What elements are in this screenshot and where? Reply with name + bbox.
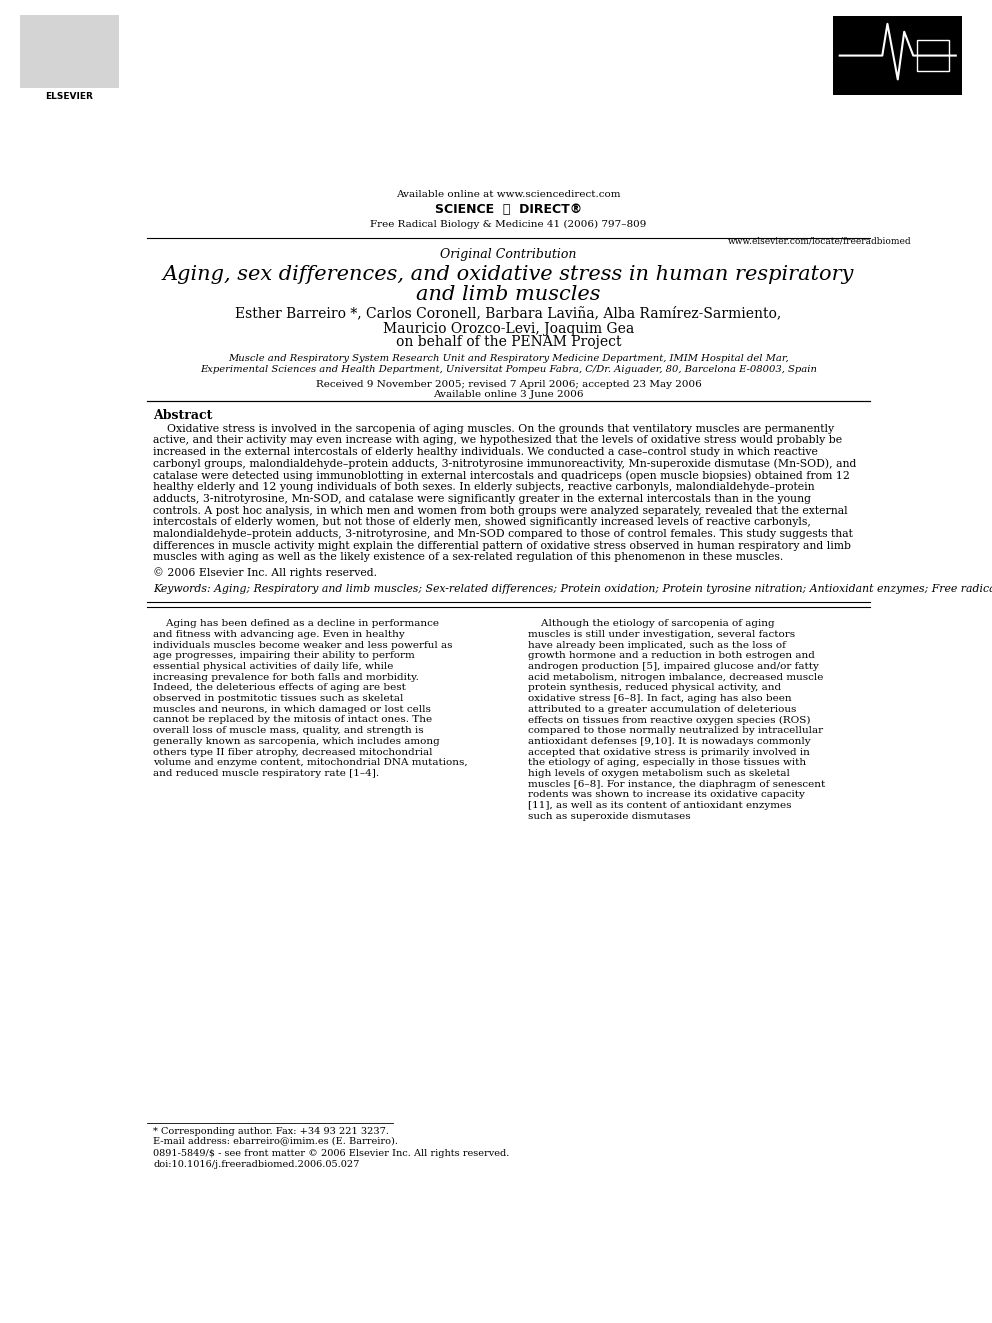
Text: effects on tissues from reactive oxygen species (ROS): effects on tissues from reactive oxygen … (528, 716, 810, 725)
Text: oxidative stress [6–8]. In fact, aging has also been: oxidative stress [6–8]. In fact, aging h… (528, 695, 792, 703)
Text: individuals muscles become weaker and less powerful as: individuals muscles become weaker and le… (153, 640, 452, 650)
Text: active, and their activity may even increase with aging, we hypothesized that th: active, and their activity may even incr… (153, 435, 842, 446)
Text: have already been implicated, such as the loss of: have already been implicated, such as th… (528, 640, 786, 650)
Text: [11], as well as its content of antioxidant enzymes: [11], as well as its content of antioxid… (528, 800, 792, 810)
Text: increased in the external intercostals of elderly healthy individuals. We conduc: increased in the external intercostals o… (153, 447, 818, 456)
Text: protein synthesis, reduced physical activity, and: protein synthesis, reduced physical acti… (528, 684, 781, 692)
Text: Keywords: Aging; Respiratory and limb muscles; Sex-related differences; Protein : Keywords: Aging; Respiratory and limb mu… (153, 583, 992, 594)
Text: observed in postmitotic tissues such as skeletal: observed in postmitotic tissues such as … (153, 695, 404, 703)
Text: others type II fiber atrophy, decreased mitochondrial: others type II fiber atrophy, decreased … (153, 747, 433, 757)
Text: Muscle and Respiratory System Research Unit and Respiratory Medicine Department,: Muscle and Respiratory System Research U… (228, 355, 789, 364)
Text: the etiology of aging, especially in those tissues with: the etiology of aging, especially in tho… (528, 758, 806, 767)
Text: catalase were detected using immunoblotting in external intercostals and quadric: catalase were detected using immunoblott… (153, 471, 850, 482)
Text: malondialdehyde–protein adducts, 3-nitrotyrosine, and Mn-SOD compared to those o: malondialdehyde–protein adducts, 3-nitro… (153, 529, 853, 538)
Text: SCIENCE  ⓐ  DIRECT®: SCIENCE ⓐ DIRECT® (434, 202, 582, 216)
Text: controls. A post hoc analysis, in which men and women from both groups were anal: controls. A post hoc analysis, in which … (153, 505, 848, 516)
Text: accepted that oxidative stress is primarily involved in: accepted that oxidative stress is primar… (528, 747, 809, 757)
Text: Abstract: Abstract (153, 409, 212, 422)
Text: on behalf of the PENAM Project: on behalf of the PENAM Project (396, 335, 621, 349)
Text: age progresses, impairing their ability to perform: age progresses, impairing their ability … (153, 651, 415, 660)
Text: muscles with aging as well as the likely existence of a sex-related regulation o: muscles with aging as well as the likely… (153, 553, 784, 562)
Text: Available online 3 June 2006: Available online 3 June 2006 (434, 390, 583, 400)
Text: acid metabolism, nitrogen imbalance, decreased muscle: acid metabolism, nitrogen imbalance, dec… (528, 672, 823, 681)
Text: Mauricio Orozco-Levi, Joaquim Gea: Mauricio Orozco-Levi, Joaquim Gea (383, 321, 634, 336)
Bar (917, 40, 949, 71)
Text: muscles is still under investigation, several factors: muscles is still under investigation, se… (528, 630, 795, 639)
Text: carbonyl groups, malondialdehyde–protein adducts, 3-nitrotyrosine immunoreactivi: carbonyl groups, malondialdehyde–protein… (153, 459, 856, 470)
Text: Aging, sex differences, and oxidative stress in human respiratory: Aging, sex differences, and oxidative st… (163, 265, 854, 283)
Text: * Corresponding author. Fax: +34 93 221 3237.: * Corresponding author. Fax: +34 93 221 … (153, 1127, 389, 1135)
Text: ELSEVIER: ELSEVIER (46, 91, 93, 101)
Text: healthy elderly and 12 young individuals of both sexes. In elderly subjects, rea: healthy elderly and 12 young individuals… (153, 482, 814, 492)
Text: muscles and neurons, in which damaged or lost cells: muscles and neurons, in which damaged or… (153, 705, 432, 714)
Text: attributed to a greater accumulation of deleterious: attributed to a greater accumulation of … (528, 705, 796, 714)
Text: Experimental Sciences and Health Department, Universitat Pompeu Fabra, C/Dr. Aig: Experimental Sciences and Health Departm… (200, 365, 816, 373)
Text: essential physical activities of daily life, while: essential physical activities of daily l… (153, 662, 394, 671)
Text: increasing prevalence for both falls and morbidity.: increasing prevalence for both falls and… (153, 672, 419, 681)
Text: and limb muscles: and limb muscles (417, 284, 600, 304)
Text: cannot be replaced by the mitosis of intact ones. The: cannot be replaced by the mitosis of int… (153, 716, 433, 725)
Text: antioxidant defenses [9,10]. It is nowadays commonly: antioxidant defenses [9,10]. It is nowad… (528, 737, 810, 746)
Text: Aging has been defined as a decline in performance: Aging has been defined as a decline in p… (153, 619, 439, 628)
Text: Esther Barreiro *, Carlos Coronell, Barbara Laviña, Alba Ramírez-Sarmiento,: Esther Barreiro *, Carlos Coronell, Barb… (235, 307, 782, 320)
Text: 0891-5849/$ - see front matter © 2006 Elsevier Inc. All rights reserved.: 0891-5849/$ - see front matter © 2006 El… (153, 1148, 510, 1158)
Text: generally known as sarcopenia, which includes among: generally known as sarcopenia, which inc… (153, 737, 440, 746)
Text: Although the etiology of sarcopenia of aging: Although the etiology of sarcopenia of a… (528, 619, 774, 628)
Bar (139, 169, 216, 237)
Text: adducts, 3-nitrotyrosine, Mn-SOD, and catalase were significantly greater in the: adducts, 3-nitrotyrosine, Mn-SOD, and ca… (153, 493, 811, 504)
Text: volume and enzyme content, mitochondrial DNA mutations,: volume and enzyme content, mitochondrial… (153, 758, 468, 767)
Text: Oxidative stress is involved in the sarcopenia of aging muscles. On the grounds : Oxidative stress is involved in the sarc… (153, 423, 834, 434)
Text: compared to those normally neutralized by intracellular: compared to those normally neutralized b… (528, 726, 822, 736)
Text: muscles [6–8]. For instance, the diaphragm of senescent: muscles [6–8]. For instance, the diaphra… (528, 779, 825, 789)
Text: growth hormone and a reduction in both estrogen and: growth hormone and a reduction in both e… (528, 651, 814, 660)
Text: Available online at www.sciencedirect.com: Available online at www.sciencedirect.co… (396, 191, 621, 200)
Text: intercostals of elderly women, but not those of elderly men, showed significantl: intercostals of elderly women, but not t… (153, 517, 811, 528)
Text: Free Radical Biology & Medicine 41 (2006) 797–809: Free Radical Biology & Medicine 41 (2006… (370, 220, 647, 229)
Text: www.elsevier.com/locate/freeradbiomed: www.elsevier.com/locate/freeradbiomed (728, 237, 912, 245)
Text: and reduced muscle respiratory rate [1–4].: and reduced muscle respiratory rate [1–4… (153, 769, 379, 778)
Text: Indeed, the deleterious effects of aging are best: Indeed, the deleterious effects of aging… (153, 684, 406, 692)
Bar (20, 15, 119, 87)
Text: such as superoxide dismutases: such as superoxide dismutases (528, 812, 690, 820)
Text: overall loss of muscle mass, quality, and strength is: overall loss of muscle mass, quality, an… (153, 726, 424, 736)
Text: rodents was shown to increase its oxidative capacity: rodents was shown to increase its oxidat… (528, 790, 805, 799)
Text: and fitness with advancing age. Even in healthy: and fitness with advancing age. Even in … (153, 630, 405, 639)
Text: differences in muscle activity might explain the differential pattern of oxidati: differences in muscle activity might exp… (153, 541, 851, 550)
Text: high levels of oxygen metabolism such as skeletal: high levels of oxygen metabolism such as… (528, 769, 790, 778)
Text: Received 9 November 2005; revised 7 April 2006; accepted 23 May 2006: Received 9 November 2005; revised 7 Apri… (315, 380, 701, 389)
Text: E-mail address: ebarreiro@imim.es (E. Barreiro).: E-mail address: ebarreiro@imim.es (E. Ba… (153, 1136, 398, 1146)
Text: androgen production [5], impaired glucose and/or fatty: androgen production [5], impaired glucos… (528, 662, 818, 671)
Text: doi:10.1016/j.freeradbiomed.2006.05.027: doi:10.1016/j.freeradbiomed.2006.05.027 (153, 1160, 359, 1170)
Text: © 2006 Elsevier Inc. All rights reserved.: © 2006 Elsevier Inc. All rights reserved… (153, 568, 377, 578)
Text: Original Contribution: Original Contribution (440, 249, 576, 262)
